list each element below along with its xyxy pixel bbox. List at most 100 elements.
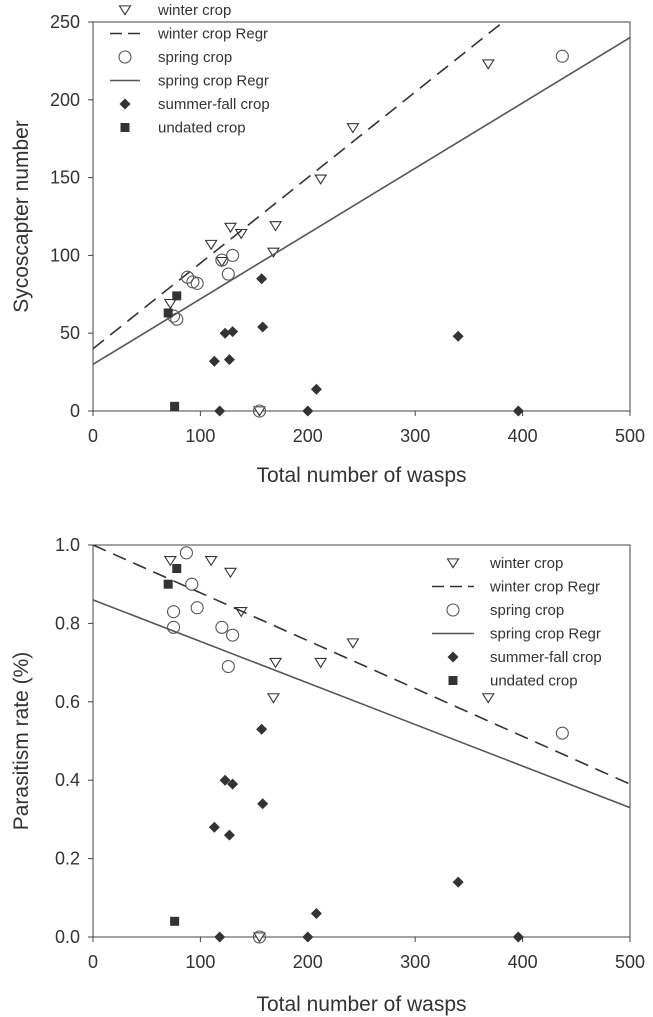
data-point (256, 273, 268, 285)
data-point (214, 931, 226, 943)
data-point (269, 221, 283, 232)
x-tick-label: 200 (293, 952, 323, 972)
y-tick-label: 0.8 (55, 613, 80, 633)
legend-label: winter crop (157, 2, 231, 19)
data-point (163, 308, 173, 318)
data-point (163, 579, 173, 589)
data-point (310, 383, 322, 395)
x-tick-label: 500 (615, 952, 645, 972)
chart-1: 0 100 200 300 400 500 0 50 100 150 200 250 Total num… (10, 2, 645, 487)
data-point (215, 256, 229, 268)
data-point (214, 405, 226, 417)
series-undated-crop (163, 564, 182, 926)
data-point (204, 239, 218, 251)
regression-line (93, 22, 505, 350)
data-point (257, 321, 269, 333)
x-tick-label: 200 (293, 426, 323, 446)
data-point (555, 726, 569, 740)
data-point (215, 253, 229, 267)
data-point (172, 564, 182, 574)
data-point (555, 49, 569, 63)
data-point (481, 693, 495, 704)
legend-marker-swatch (118, 50, 132, 64)
y-axis-label: Parasitism rate (%) (10, 652, 33, 831)
y-tick-label: 1.0 (55, 535, 80, 555)
data-point (172, 291, 182, 301)
data-point (221, 267, 235, 281)
regression-line (93, 599, 630, 809)
series-spring-crop (167, 49, 569, 418)
legend-label: undated crop (158, 120, 246, 137)
data-point (223, 222, 237, 234)
data-point (208, 355, 220, 367)
data-point (170, 916, 180, 926)
legend-marker-swatch (119, 98, 131, 110)
y-tick-label: 100 (50, 245, 80, 265)
data-point (190, 601, 204, 615)
y-tick-label: 0.0 (55, 927, 80, 947)
x-tick-label: 0 (88, 426, 98, 446)
data-point (481, 59, 495, 70)
data-point (185, 577, 199, 591)
x-tick-label: 300 (400, 426, 430, 446)
legend-marker-swatch (446, 603, 460, 617)
data-point (266, 693, 280, 704)
legend-label: winter crop Regr (489, 579, 600, 596)
data-point (452, 876, 464, 888)
data-point (252, 930, 267, 944)
legend-label: spring crop (490, 602, 564, 619)
y-tick-label: 200 (50, 90, 80, 110)
y-tick-label: 0.2 (55, 849, 80, 869)
data-point (252, 932, 266, 943)
x-tick-label: 100 (185, 952, 215, 972)
series-spring-crop (167, 546, 569, 944)
data-point (226, 628, 240, 642)
legend-label: spring crop (158, 49, 232, 66)
legend-marker-swatch (448, 676, 458, 685)
legend-label: spring crop Regr (490, 626, 601, 643)
data-point (190, 276, 204, 290)
legend: winter crop winter crop Regr spring crop sp… (432, 555, 602, 690)
x-tick-label: 400 (508, 426, 538, 446)
legend-label: undated crop (490, 673, 578, 690)
legend-marker-swatch (447, 651, 459, 663)
data-point (314, 657, 328, 669)
plot-frame (92, 21, 631, 412)
data-point (269, 657, 283, 669)
data-point (163, 556, 177, 567)
series-undated-crop (163, 291, 182, 411)
data-point (256, 723, 268, 735)
x-tick-label: 100 (185, 426, 215, 446)
regression-line (93, 545, 630, 785)
series-summer-fall-crop (208, 723, 524, 943)
y-axis-label: Sycoscapter number (10, 120, 33, 313)
chart-2: 0 100 200 300 400 500 0.0 0.2 0.4 0.6 0.8 1.0 Total … (10, 535, 645, 1016)
regression-line (93, 36, 630, 366)
x-tick-label: 400 (508, 952, 538, 972)
data-point (227, 778, 239, 790)
data-point (167, 605, 181, 619)
data-point (219, 327, 231, 339)
data-point (252, 404, 267, 418)
y-tick-label: 0.4 (55, 770, 80, 790)
x-axis-label: Total number of wasps (256, 464, 466, 487)
x-tick-label: 300 (400, 952, 430, 972)
data-point (452, 330, 464, 342)
legend-marker-swatch (118, 5, 132, 16)
data-point (204, 556, 218, 567)
series-winter-crop-regr (93, 545, 630, 785)
y-tick-label: 150 (50, 168, 80, 188)
x-axis-label: Total number of wasps (256, 993, 466, 1016)
y-tick-label: 0 (70, 401, 80, 421)
legend-label: summer-fall crop (158, 96, 270, 113)
legend: winter crop winter crop Regr spring crop sp… (110, 2, 270, 137)
data-point (208, 821, 220, 833)
data-point (257, 798, 269, 810)
data-point (512, 405, 524, 417)
data-point (346, 123, 360, 134)
data-point (219, 774, 231, 786)
series-winter-crop-regr (93, 22, 505, 350)
x-tick-label: 500 (615, 426, 645, 446)
data-point (234, 228, 248, 240)
